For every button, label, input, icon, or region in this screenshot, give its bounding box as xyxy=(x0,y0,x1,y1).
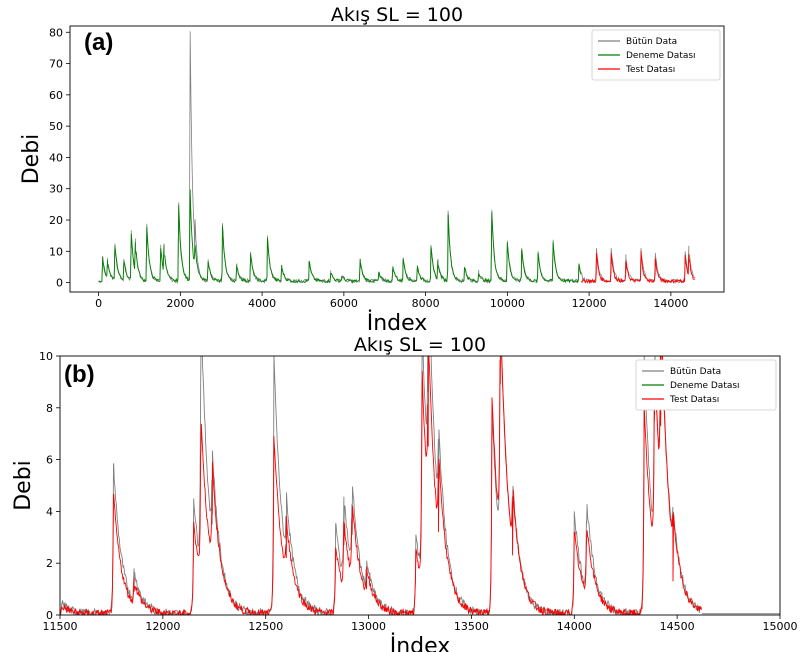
x-tick-label: 6000 xyxy=(330,297,358,310)
chart-title: Akış SL = 100 xyxy=(331,4,463,26)
x-tick-label: 15000 xyxy=(763,620,798,633)
legend-entry: Test Datası xyxy=(625,65,675,75)
panel-b: 11500 12000 12500 13000 13500 14000 14500 15000… xyxy=(11,334,798,652)
legend-box xyxy=(635,359,777,411)
legend-entry: Deneme Datası xyxy=(670,381,740,391)
y-tick-label: 20 xyxy=(49,214,63,227)
series-test-datasi xyxy=(580,250,696,285)
x-axis-label: İndex xyxy=(367,310,428,336)
x-tick-label: 14000 xyxy=(557,620,592,633)
y-tick-label: 0 xyxy=(46,609,53,622)
x-axis-label: İndex xyxy=(390,633,451,652)
legend-entry: Deneme Datası xyxy=(626,51,696,61)
y-tick-label: 8 xyxy=(46,402,53,415)
x-tick-label: 2000 xyxy=(166,297,194,310)
series-test-datasi xyxy=(60,356,703,615)
chart-title: Akış SL = 100 xyxy=(354,334,486,356)
legend-entry: Bütün Data xyxy=(626,37,677,47)
x-tick-label: 12000 xyxy=(145,620,180,633)
x-tick-label: 12500 xyxy=(248,620,283,633)
panel-a: 0 2000 4000 6000 8000 10000 12000 14000 0 10 20 30 4… xyxy=(19,4,725,336)
y-axis-label: Debi xyxy=(19,134,44,185)
y-axis-label: Debi xyxy=(11,460,36,511)
x-tick-label: 13000 xyxy=(351,620,386,633)
plot-frame xyxy=(69,25,725,293)
y-tick-label: 10 xyxy=(39,350,53,363)
y-tick-label: 50 xyxy=(49,120,63,133)
y-tick-label: 80 xyxy=(49,26,63,39)
x-tick-label: 12000 xyxy=(572,297,607,310)
panel-label: (b) xyxy=(64,361,95,388)
y-tick-label: 6 xyxy=(46,454,53,467)
legend: Bütün Data Deneme Datası Test Datası xyxy=(591,29,721,81)
x-tick-label: 4000 xyxy=(248,297,276,310)
legend: Bütün Data Deneme Datası Test Datası xyxy=(635,359,777,411)
plot-frame xyxy=(59,355,781,616)
y-tick-label: 0 xyxy=(56,277,63,290)
legend-entry: Test Datası xyxy=(669,395,719,405)
y-tick-label: 60 xyxy=(49,89,63,102)
y-tick-label: 30 xyxy=(49,183,63,196)
y-tick-label: 10 xyxy=(49,245,63,258)
y-tick-label: 70 xyxy=(49,58,63,71)
y-tick-label: 4 xyxy=(46,505,53,518)
y-tick-label: 2 xyxy=(46,557,53,570)
legend-entry: Bütün Data xyxy=(670,367,721,377)
legend-box xyxy=(591,29,721,81)
x-tick-label: 8000 xyxy=(412,297,440,310)
y-tick-label: 40 xyxy=(49,151,63,164)
panel-label: (a) xyxy=(84,29,113,56)
x-tick-label: 10000 xyxy=(490,297,525,310)
x-tick-label: 13500 xyxy=(454,620,489,633)
x-tick-label: 14500 xyxy=(660,620,695,633)
x-tick-label: 11500 xyxy=(43,620,78,633)
x-tick-label: 0 xyxy=(95,297,102,310)
series-deneme-datasi xyxy=(98,189,582,284)
x-tick-label: 14000 xyxy=(653,297,688,310)
